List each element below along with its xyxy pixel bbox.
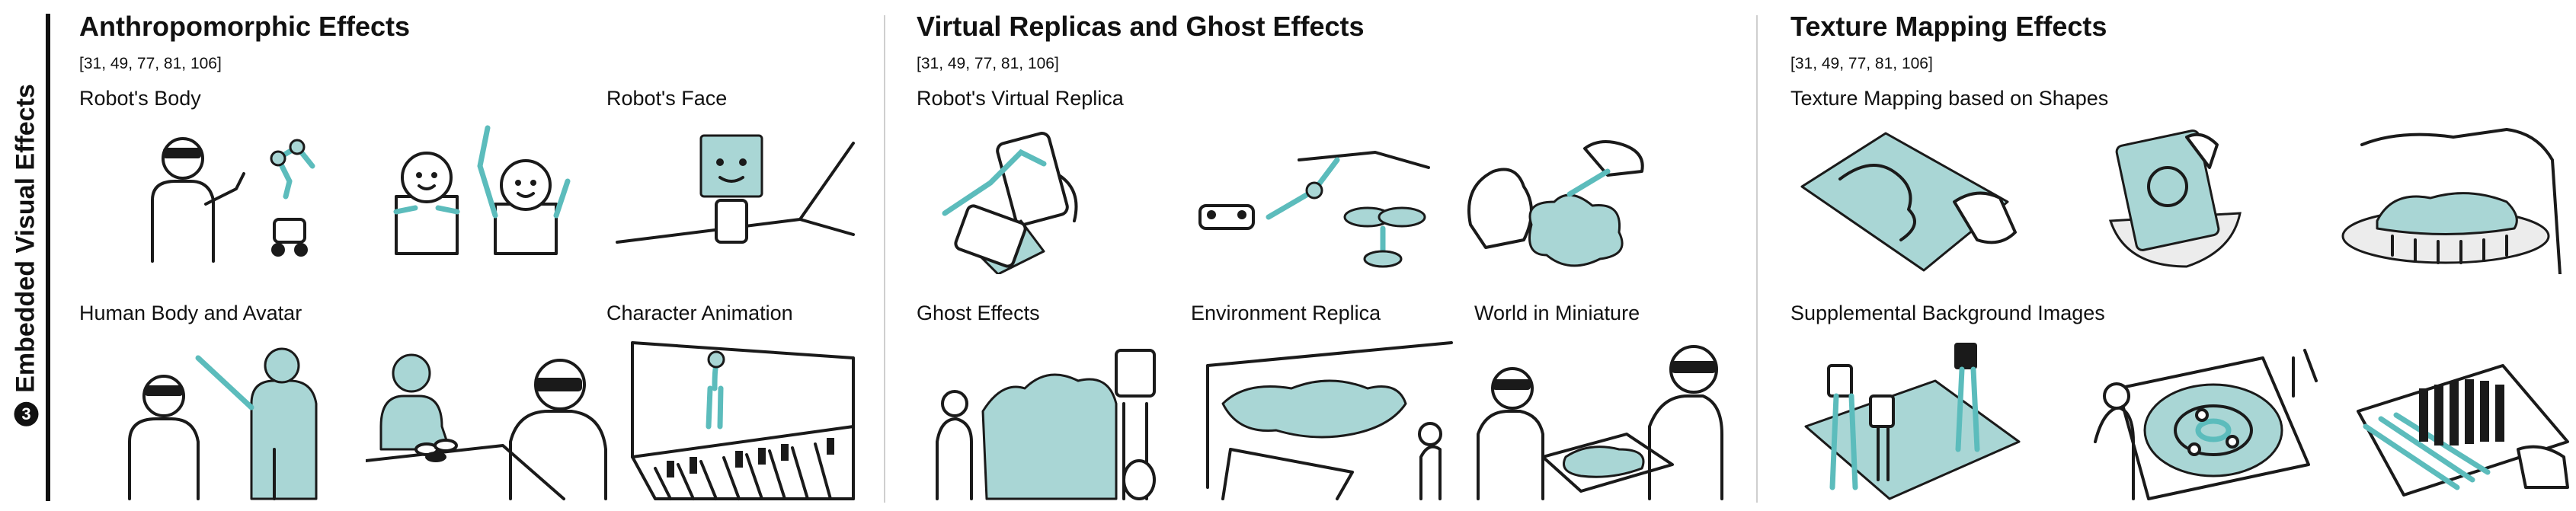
avatar-table-illustration <box>366 353 607 500</box>
caption-environment-replica: Environment Replica <box>1191 302 1381 324</box>
robots-body-illustration <box>151 137 315 263</box>
caption-human-body-avatar: Human Body and Avatar <box>79 302 302 324</box>
caption-ghost-effects: Ghost Effects <box>917 302 1040 324</box>
texture-mapping-table-illustration <box>2341 128 2562 274</box>
section-references: [31, 49, 77, 81, 106] <box>79 55 222 72</box>
caption-character-animation: Character Animation <box>606 302 793 324</box>
caption-supplemental-background: Supplemental Background Images <box>1790 302 2105 324</box>
supplemental-pin-display-illustration <box>2357 364 2569 497</box>
virtual-replica-hands-illustration <box>1467 140 1644 267</box>
supplemental-target-illustration <box>2094 349 2318 500</box>
robot-faces-illustration <box>393 125 571 255</box>
virtual-replica-drone-illustration <box>1198 151 1430 268</box>
character-animation-illustration <box>631 341 855 500</box>
side-bar <box>46 14 50 501</box>
section-references: [31, 49, 77, 81, 106] <box>1790 55 1933 72</box>
section-title: Anthropomorphic Effects <box>79 11 411 42</box>
ghost-effects-illustration <box>936 349 1156 500</box>
texture-mapping-tablet-illustration <box>2108 129 2242 268</box>
section-title: Texture Mapping Effects <box>1790 11 2107 42</box>
caption-robots-virtual-replica: Robot's Virtual Replica <box>917 87 1124 110</box>
caption-world-in-miniature: World in Miniature <box>1474 302 1640 324</box>
world-in-miniature-illustration <box>1477 345 1723 500</box>
texture-mapping-sheet-illustration <box>1800 132 2017 272</box>
supplemental-board-illustration <box>1804 343 2021 500</box>
section-divider-2 <box>1756 15 1758 503</box>
human-avatar-illustration <box>128 347 318 500</box>
caption-texture-mapping-shapes: Texture Mapping based on Shapes <box>1790 87 2109 110</box>
section-divider-1 <box>884 15 885 503</box>
virtual-replica-tablet-illustration <box>942 132 1078 274</box>
section-references: [31, 49, 77, 81, 106] <box>917 55 1059 72</box>
section-virtual-replicas: Virtual Replicas and Ghost Effects [31, … <box>917 11 1723 500</box>
environment-replica-illustration <box>1206 341 1453 500</box>
section-anthropomorphic: Anthropomorphic Effects [31, 49, 77, 81,… <box>0 0 884 511</box>
caption-robots-body: Robot's Body <box>79 87 201 110</box>
section-title: Virtual Replicas and Ghost Effects <box>917 11 1365 42</box>
caption-robots-face: Robot's Face <box>606 87 728 110</box>
robot-face-box-illustration <box>616 134 855 244</box>
